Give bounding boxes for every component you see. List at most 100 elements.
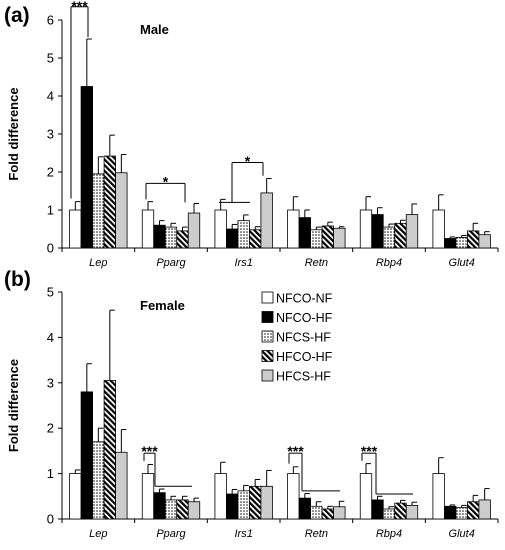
bar-hfco-hf-glut4 bbox=[467, 501, 480, 520]
significance-marker: * bbox=[245, 153, 251, 169]
bar-hfcs-hf-rbp4 bbox=[405, 214, 419, 249]
bar-hfco-hf-retn bbox=[321, 508, 334, 520]
bar-hfcs-hf-retn bbox=[333, 227, 346, 249]
bar-hfcs-hf-irs1 bbox=[260, 192, 273, 249]
bar-hfcs-hf-pparg bbox=[187, 501, 201, 520]
bar-hfco-hf-retn bbox=[321, 225, 334, 249]
y-tick-label: 0 bbox=[47, 512, 54, 527]
bar-nfco-hf-rbp4 bbox=[371, 499, 384, 520]
bar-nfcs-hf-rbp4 bbox=[382, 508, 396, 520]
bar-nfco-hf-pparg bbox=[153, 224, 166, 249]
bar-nfco-hf-glut4 bbox=[444, 238, 457, 249]
bar-hfcs-hf-retn bbox=[333, 506, 346, 520]
x-tick-label-glut4: Glut4 bbox=[449, 257, 475, 269]
bar-nfcs-hf-glut4 bbox=[455, 507, 468, 520]
y-axis-label: Fold difference bbox=[6, 359, 21, 452]
x-tick-label-pparg: Pparg bbox=[156, 528, 186, 540]
bar-hfcs-hf-pparg bbox=[187, 212, 201, 249]
bar-nfco-nf-rbp4 bbox=[359, 473, 373, 520]
y-tick-label: 3 bbox=[47, 375, 54, 390]
panel-b: (b) Female Fold difference 0 1 2 3 4 5 Lep Pparg Ir… bbox=[4, 268, 499, 540]
y-tick-label: 1 bbox=[47, 466, 54, 481]
bar-nfcs-hf-retn bbox=[310, 229, 323, 249]
bar-nfcs-hf-pparg bbox=[164, 226, 178, 249]
significance-marker: * bbox=[163, 173, 169, 189]
bar-nfco-hf-lep bbox=[80, 86, 93, 249]
x-tick-label-rbp4: Rbp4 bbox=[376, 528, 402, 540]
legend-label-nfco-hf: NFCO-HF bbox=[276, 311, 333, 325]
legend-label-nfcs-hf: NFCS-HF bbox=[276, 331, 331, 345]
legend-label-hfco-hf: HFCO-HF bbox=[276, 350, 333, 364]
bar-nfco-nf-pparg bbox=[141, 209, 155, 249]
bar-nfco-nf-irs1 bbox=[214, 473, 227, 520]
bar-nfco-nf-lep bbox=[69, 209, 82, 249]
bar-nfco-nf-irs1 bbox=[214, 209, 227, 249]
bar-nfcs-hf-glut4 bbox=[455, 236, 468, 249]
bar-nfco-nf-retn bbox=[287, 209, 300, 249]
bar-hfco-hf-irs1 bbox=[249, 229, 262, 249]
x-tick-label-retn: Retn bbox=[305, 528, 328, 540]
bar-nfco-hf-irs1 bbox=[226, 228, 239, 249]
y-tick-label: 4 bbox=[47, 89, 54, 104]
significance-marker: *** bbox=[287, 443, 304, 459]
panel-label: (a) bbox=[4, 4, 30, 27]
y-tick-label: 1 bbox=[47, 203, 54, 218]
panel-title: Male bbox=[140, 22, 169, 37]
bar-nfco-nf-pparg bbox=[141, 473, 155, 520]
significance-marker: *** bbox=[361, 443, 378, 459]
y-tick-label: 5 bbox=[47, 51, 54, 66]
bar-nfcs-hf-irs1 bbox=[237, 490, 250, 520]
x-tick-label-irs1: Irs1 bbox=[234, 257, 252, 269]
panel-label: (b) bbox=[4, 268, 31, 291]
bar-hfco-hf-pparg bbox=[176, 499, 189, 520]
chart-legend: NFCO-NF NFCO-HF NFCS-HF HFCO-HF HFCS-HF bbox=[261, 291, 333, 384]
y-tick-label: 2 bbox=[47, 421, 54, 436]
bar-hfco-hf-rbp4 bbox=[394, 502, 407, 520]
bar-hfco-hf-rbp4 bbox=[394, 222, 407, 249]
bar-hfcs-hf-lep bbox=[115, 172, 128, 249]
legend-label-nfco-nf: NFCO-NF bbox=[276, 292, 333, 306]
bar-nfcs-hf-retn bbox=[310, 505, 323, 520]
x-tick-label-lep: Lep bbox=[89, 257, 107, 269]
y-axis-label: Fold difference bbox=[6, 87, 21, 180]
y-tick-label: 3 bbox=[47, 127, 54, 142]
bar-nfco-hf-lep bbox=[80, 391, 93, 520]
y-tick-label: 6 bbox=[47, 13, 54, 28]
bar-nfco-nf-retn bbox=[287, 473, 300, 520]
x-tick-label-glut4: Glut4 bbox=[449, 528, 475, 540]
bar-hfcs-hf-irs1 bbox=[260, 485, 273, 520]
legend-swatch-hfco-hf bbox=[261, 350, 274, 362]
bar-hfco-hf-pparg bbox=[176, 230, 189, 249]
bar-nfcs-hf-lep bbox=[92, 441, 105, 520]
x-tick-label-irs1: Irs1 bbox=[234, 528, 252, 540]
bar-hfcs-hf-glut4 bbox=[478, 234, 491, 249]
significance-marker: *** bbox=[141, 443, 158, 459]
y-tick-label: 0 bbox=[47, 241, 54, 256]
bar-nfco-hf-retn bbox=[298, 217, 311, 249]
bar-nfcs-hf-rbp4 bbox=[382, 226, 396, 249]
x-tick-label-rbp4: Rbp4 bbox=[376, 257, 402, 269]
y-tick-label: 5 bbox=[47, 285, 54, 300]
legend-swatch-nfco-hf bbox=[261, 311, 274, 323]
bar-nfco-hf-irs1 bbox=[226, 493, 239, 520]
y-tick-label: 2 bbox=[47, 165, 54, 180]
bar-hfco-hf-lep bbox=[103, 155, 116, 249]
bar-nfco-hf-pparg bbox=[153, 492, 166, 520]
panel-a: (a) Male Fold difference 0 1 2 3 4 5 6 Lep Pparg Irs… bbox=[4, 0, 499, 269]
bar-nfco-hf-rbp4 bbox=[371, 214, 384, 249]
y-tick-label: 4 bbox=[47, 330, 54, 345]
bar-hfco-hf-glut4 bbox=[467, 230, 480, 249]
bar-nfco-nf-glut4 bbox=[432, 473, 445, 520]
x-tick-label-retn: Retn bbox=[305, 257, 328, 269]
bar-nfcs-hf-irs1 bbox=[237, 220, 250, 249]
legend-swatch-hfcs-hf bbox=[261, 369, 274, 382]
significance-marker: *** bbox=[71, 0, 88, 14]
legend-swatch-nfco-nf bbox=[261, 291, 274, 304]
legend-label-hfcs-hf: HFCS-HF bbox=[276, 370, 331, 384]
bar-nfco-nf-glut4 bbox=[432, 209, 445, 249]
panel-title: Female bbox=[140, 298, 185, 313]
bar-nfcs-hf-lep bbox=[92, 173, 105, 249]
bar-hfco-hf-lep bbox=[103, 380, 116, 520]
bar-nfco-nf-rbp4 bbox=[359, 209, 373, 249]
